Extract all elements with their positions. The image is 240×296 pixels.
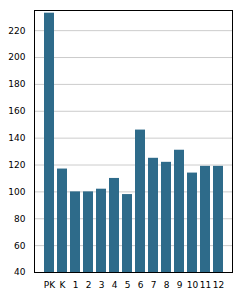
svg-text:180: 180 [8, 79, 25, 89]
svg-text:80: 80 [14, 214, 26, 224]
svg-text:12: 12 [213, 280, 224, 290]
svg-text:6: 6 [138, 280, 144, 290]
svg-text:8: 8 [164, 280, 170, 290]
svg-text:60: 60 [14, 241, 26, 251]
svg-text:220: 220 [8, 26, 25, 36]
svg-text:160: 160 [8, 106, 25, 116]
svg-text:2: 2 [86, 280, 92, 290]
svg-text:40: 40 [14, 267, 26, 277]
svg-text:10: 10 [187, 280, 199, 290]
svg-text:200: 200 [8, 52, 25, 62]
svg-text:3: 3 [99, 280, 105, 290]
svg-text:1: 1 [73, 280, 79, 290]
svg-text:140: 140 [8, 133, 25, 143]
svg-text:PK: PK [44, 280, 56, 290]
svg-text:7: 7 [151, 280, 157, 290]
svg-text:K: K [60, 280, 67, 290]
svg-text:100: 100 [8, 187, 25, 197]
svg-text:11: 11 [200, 280, 211, 290]
svg-text:120: 120 [8, 160, 25, 170]
svg-text:5: 5 [125, 280, 131, 290]
svg-text:9: 9 [177, 280, 183, 290]
svg-text:4: 4 [112, 280, 118, 290]
